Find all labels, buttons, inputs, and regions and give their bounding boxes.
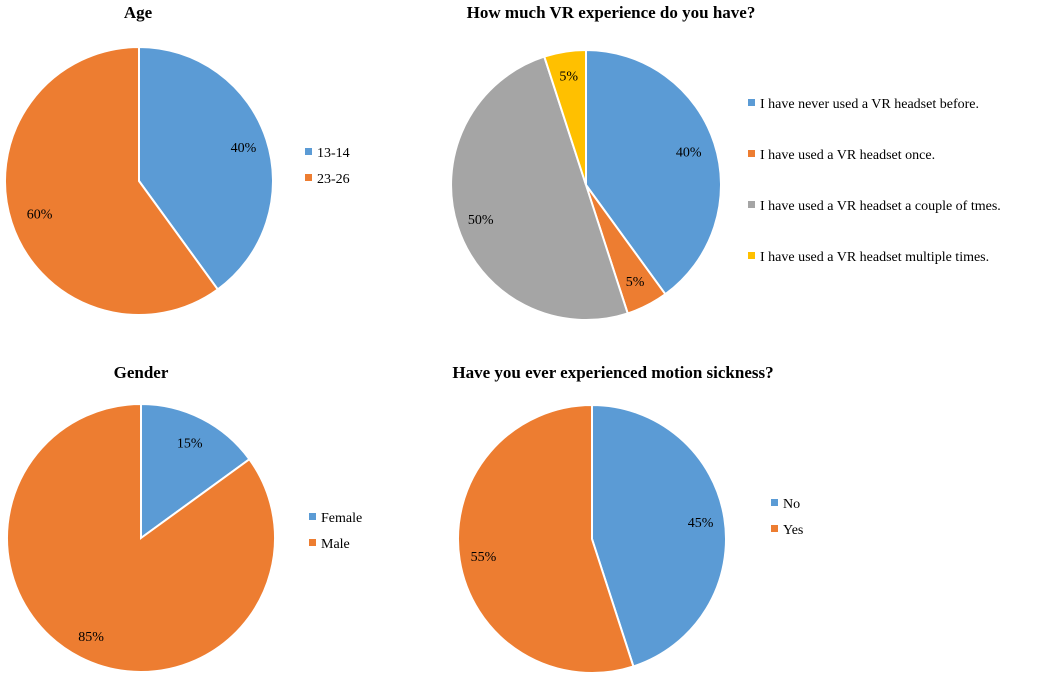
legend-entry: No — [783, 497, 800, 512]
chart-title: Have you ever experienced motion sicknes… — [452, 363, 773, 382]
chart-title: How much VR experience do you have? — [467, 3, 756, 22]
legend-swatch — [309, 513, 316, 520]
legend-swatch — [771, 499, 778, 506]
pie-chart-vr-experience: How much VR experience do you have? 40% 5%… — [450, 3, 1001, 321]
legend-swatch — [748, 150, 755, 157]
pie-slice — [140, 402, 251, 540]
pie-slice — [585, 48, 722, 296]
pie-slice — [457, 403, 635, 674]
pie-slice — [591, 403, 727, 668]
legend-swatch — [748, 201, 755, 208]
pie-chart-age: Age 40% 60% 13-14 23-26 — [4, 3, 350, 316]
legend-entry: Female — [321, 511, 362, 526]
pie-slice — [543, 48, 587, 186]
legend-swatch — [748, 99, 755, 106]
legend-entry: Male — [321, 537, 350, 552]
legend-swatch — [305, 148, 312, 155]
slice-label: 5% — [559, 70, 578, 85]
legend-swatch — [305, 174, 312, 181]
slice-label: 15% — [177, 436, 203, 451]
slice-label: 50% — [468, 213, 494, 228]
legend-swatch — [309, 539, 316, 546]
slice-label: 40% — [231, 141, 257, 156]
legend-entry: Yes — [783, 523, 803, 538]
pie-slice — [450, 55, 629, 321]
pie-slice — [6, 402, 276, 673]
pie-slice — [138, 45, 274, 291]
legend-entry: I have used a VR headset a couple of tme… — [760, 199, 1001, 214]
legend-entry: I have used a VR headset once. — [760, 148, 935, 163]
legend-entry: 23-26 — [317, 172, 350, 187]
slice-label: 60% — [27, 207, 53, 222]
chart-title: Age — [124, 3, 153, 22]
legend-entry: 13-14 — [317, 146, 350, 161]
pie-chart-gender: Gender 15% 85% Female Male — [6, 363, 362, 673]
chart-title: Gender — [114, 363, 169, 382]
slice-label: 40% — [676, 146, 702, 161]
legend-entry: I have never used a VR headset before. — [760, 97, 979, 112]
legend-swatch — [748, 252, 755, 259]
slice-label: 55% — [471, 550, 497, 565]
slice-label: 85% — [78, 630, 104, 645]
slice-label: 45% — [688, 516, 714, 531]
slice-label: 5% — [626, 275, 645, 290]
legend-swatch — [771, 525, 778, 532]
legend-entry: I have used a VR headset multiple times. — [760, 250, 989, 265]
pie-chart-motion-sickness: Have you ever experienced motion sicknes… — [452, 363, 803, 674]
pie-slice — [4, 45, 220, 316]
